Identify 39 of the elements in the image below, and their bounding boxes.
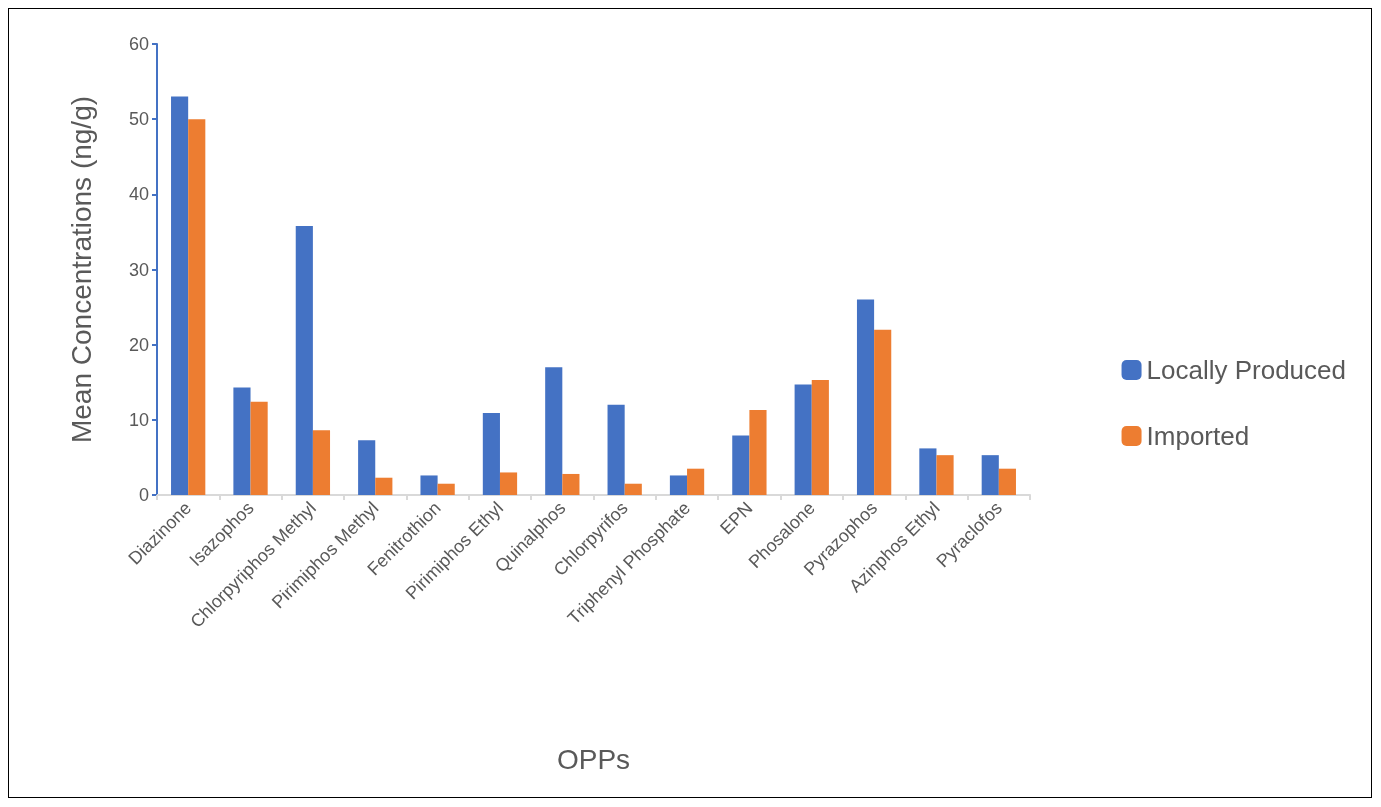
bar: [499, 472, 518, 495]
x-axis-title: OPPs: [556, 743, 631, 775]
legend-label: Imported: [1146, 421, 1250, 451]
bar: [420, 475, 438, 495]
bar: [375, 477, 393, 495]
y-tick-label: 50: [128, 109, 149, 130]
y-tick-label: 30: [128, 259, 149, 280]
bar: [545, 367, 563, 495]
bar: [811, 380, 829, 495]
bar: [437, 483, 455, 495]
bar: [171, 96, 189, 495]
bar: [562, 473, 580, 495]
bar: [687, 468, 705, 495]
bar: [856, 299, 875, 495]
bar: [312, 430, 331, 495]
y-tick-label: 10: [128, 409, 149, 430]
bar: [981, 455, 999, 495]
bar: [607, 404, 625, 495]
y-tick-label: 20: [128, 334, 149, 355]
bar: [358, 440, 376, 495]
bar: [624, 483, 642, 495]
bar: [482, 413, 500, 495]
bar: [794, 384, 812, 495]
y-axis-title: Mean Concentrations (ng/g): [65, 95, 97, 444]
bar: [936, 455, 954, 495]
bar: [874, 329, 892, 495]
y-tick-label: 0: [138, 485, 149, 505]
bar: [749, 410, 767, 495]
y-tick-label: 40: [128, 184, 149, 205]
bar: [295, 225, 313, 495]
bar: [188, 119, 206, 495]
bar: [998, 468, 1016, 495]
legend-label: Locally Produced: [1146, 355, 1347, 385]
bar: [250, 401, 268, 495]
bar: [669, 475, 688, 495]
bar: [233, 387, 251, 495]
bar: [732, 435, 750, 495]
y-tick-label: 60: [128, 34, 149, 54]
bar: [919, 448, 937, 495]
